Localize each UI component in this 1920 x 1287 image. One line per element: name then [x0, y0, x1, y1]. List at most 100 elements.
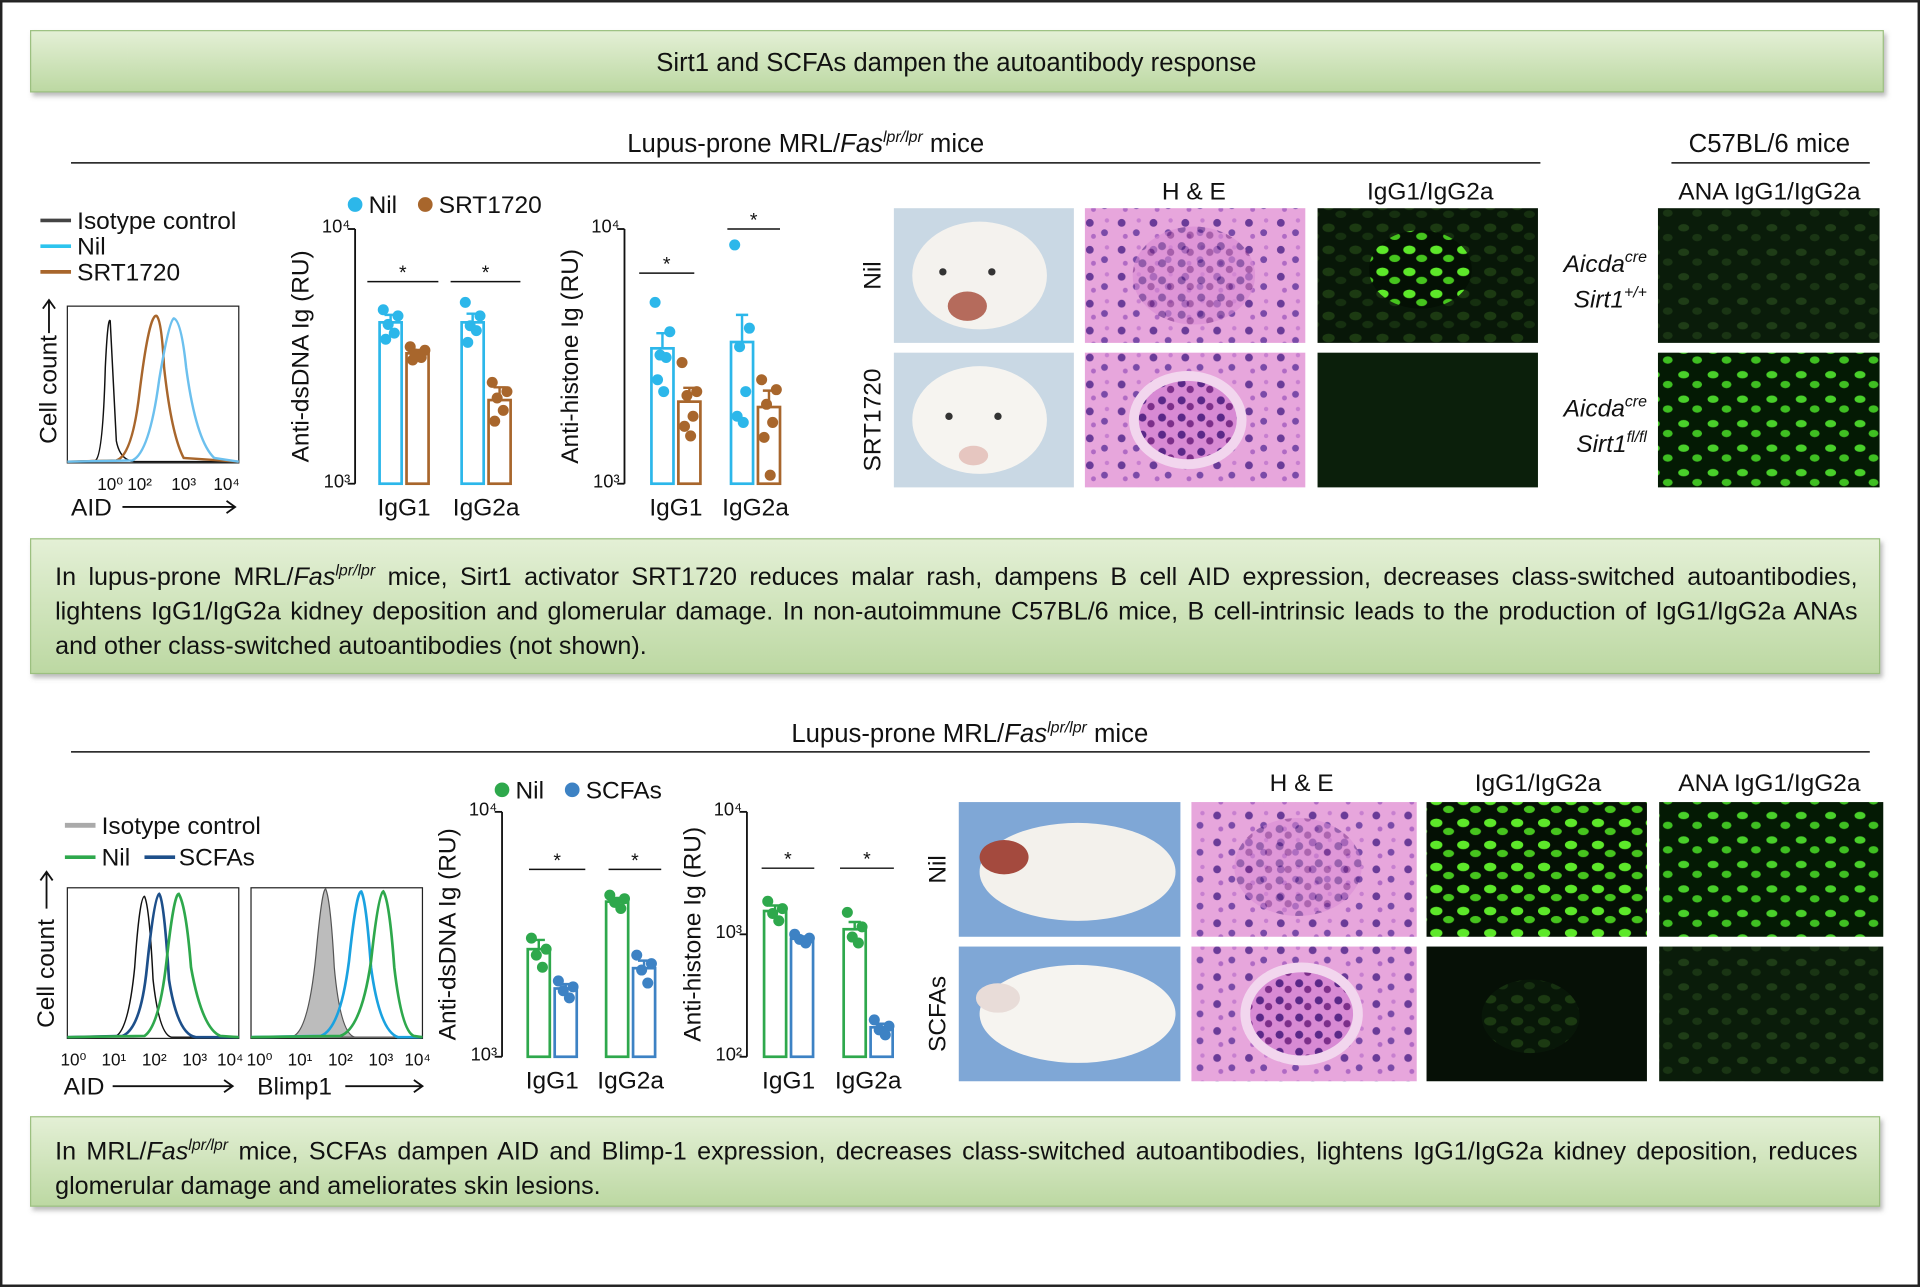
- label: 10²: [127, 474, 152, 494]
- heading: C57BL/6 mice: [1689, 130, 1850, 158]
- label: cre: [1625, 249, 1647, 266]
- data-point: [497, 404, 509, 416]
- data-point: [770, 384, 782, 396]
- label: Isotype control: [102, 813, 261, 840]
- shape: [975, 983, 1020, 1013]
- x-tick-label: IgG2a: [453, 495, 520, 522]
- label: Nil: [102, 845, 131, 872]
- image-panels: H & E IgG1/IgG2a ANA IgG1/IgG2a Nil SRT1…: [859, 179, 1880, 488]
- y-tick-label: 10³: [593, 470, 620, 491]
- fluorescence-image: [1426, 802, 1647, 937]
- significance-label: *: [482, 262, 490, 284]
- label: mice: [1087, 720, 1148, 748]
- label: +/+: [1624, 285, 1647, 302]
- label: mice: [923, 130, 984, 158]
- data-point: [681, 389, 693, 402]
- label: cre: [1625, 394, 1647, 411]
- data-point: [856, 921, 868, 933]
- shape: [979, 964, 1176, 1063]
- image-panels: H & E IgG1/IgG2a ANA IgG1/IgG2a Nil SCFA…: [924, 770, 1884, 1082]
- label: IgG1/IgG2a: [1367, 179, 1494, 206]
- x-tick-label: IgG1: [762, 1068, 815, 1095]
- legend-label: SRT1720: [439, 192, 542, 219]
- legend-label: Nil: [369, 192, 398, 219]
- label: 10⁴: [217, 1049, 243, 1069]
- shape: [251, 888, 423, 1038]
- data-point: [767, 416, 779, 428]
- y-axis-label: Anti-histone Ig (RU): [557, 249, 584, 464]
- label: 10³: [182, 1049, 207, 1069]
- data-point: [687, 410, 699, 422]
- data-point: [767, 907, 779, 919]
- legend-label: Nil: [516, 777, 545, 804]
- significance-label: *: [863, 849, 871, 871]
- label: H & E: [1270, 770, 1334, 797]
- label: Blimp1: [257, 1074, 332, 1101]
- data-point: [737, 416, 749, 428]
- flow-histogram: Cell count 10⁰ 10¹ 10² 10³ 10⁴ 10⁰ 10¹ 10² 10³ 1…: [33, 870, 431, 1101]
- data-point: [552, 975, 564, 987]
- data-point: [691, 386, 703, 398]
- label: H & E: [1162, 179, 1226, 206]
- data-point: [879, 1029, 891, 1041]
- significance-label: *: [553, 850, 561, 872]
- data-point: [729, 239, 741, 251]
- shape: [939, 268, 947, 276]
- shape: [112, 1079, 235, 1094]
- label: 10⁴: [213, 474, 239, 494]
- data-point: [636, 964, 648, 976]
- fluorescence-image: [1317, 208, 1538, 343]
- label: Lupus-prone MRL/: [627, 130, 841, 158]
- data-point: [664, 326, 676, 338]
- data-point: [486, 376, 498, 388]
- label: Nil: [77, 234, 106, 261]
- label: 10³: [368, 1049, 393, 1069]
- legend-marker: [494, 782, 510, 798]
- he-image: [1084, 208, 1306, 343]
- flow-legend: Isotype control Nil SRT1720: [40, 208, 236, 286]
- shape: [67, 314, 239, 463]
- data-point: [540, 943, 552, 955]
- title: Sirt1 and SCFAs dampen the autoantibody …: [656, 49, 1256, 77]
- data-point: [852, 937, 864, 949]
- fluorescence-image: [1659, 946, 1884, 1082]
- data-point: [459, 296, 471, 308]
- significance-label: *: [750, 210, 758, 232]
- error-bar: [735, 313, 749, 343]
- title-box: [30, 30, 1884, 93]
- y-tick-label: 10⁴: [714, 799, 742, 820]
- label: Aicda: [1562, 251, 1625, 278]
- shape: [42, 298, 56, 334]
- he-image: [1191, 802, 1417, 937]
- shape: [1657, 352, 1880, 488]
- label: Cell count: [35, 335, 62, 444]
- data-point: [758, 431, 770, 443]
- x-tick-label: IgG1: [378, 495, 431, 522]
- label: Sirt1: [1576, 431, 1626, 458]
- significance-label: *: [784, 849, 792, 871]
- data-point: [658, 386, 670, 398]
- fluorescence-image: [1426, 946, 1647, 1082]
- label: Sirt1fl/fl: [1576, 429, 1647, 458]
- shape: [945, 412, 953, 421]
- label: Aicda: [1562, 395, 1625, 422]
- label: Cell count: [33, 919, 60, 1028]
- summary: In lupus-prone MRL/Faslpr/lpr mice, Sirt…: [55, 561, 1857, 660]
- label: Aicdacre: [1562, 249, 1647, 278]
- data-point: [773, 915, 785, 927]
- label: Nil: [859, 261, 886, 290]
- data-point: [525, 932, 537, 944]
- mouse-photo: [958, 802, 1181, 937]
- data-point: [764, 469, 776, 481]
- shape: [250, 890, 423, 1039]
- shape: [67, 892, 239, 1039]
- label: 10⁰: [97, 474, 123, 494]
- shape: [994, 412, 1002, 421]
- heading: Lupus-prone MRL/Faslpr/lpr mice: [627, 129, 984, 158]
- data-point: [474, 310, 486, 322]
- shape: [1234, 817, 1362, 916]
- label: SCFAs: [179, 845, 255, 872]
- label: Sirt1: [1574, 286, 1624, 313]
- y-tick-label: 10³: [715, 921, 742, 942]
